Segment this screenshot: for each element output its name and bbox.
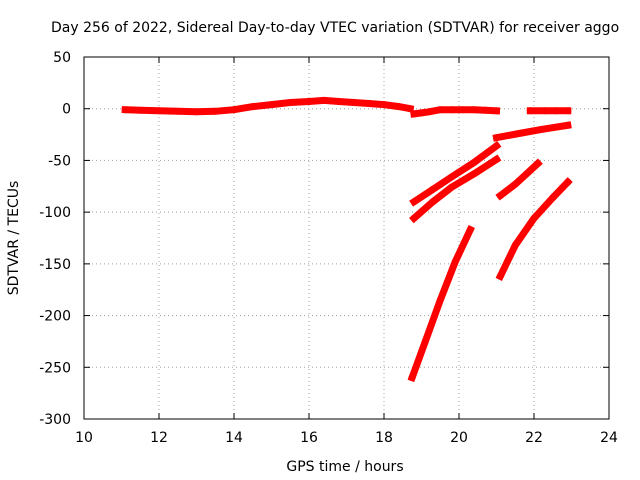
x-tick-label: 12 [150, 430, 168, 446]
data-point [493, 134, 500, 142]
data-point [155, 107, 163, 115]
series-band-19-21 [410, 106, 501, 118]
data-point [174, 107, 182, 115]
x-tick-label: 16 [300, 430, 318, 446]
y-tick-label: -150 [39, 257, 71, 273]
y-tick-label: -200 [39, 309, 71, 325]
data-point [211, 107, 219, 115]
series-line [495, 158, 543, 201]
series-arc-c [407, 225, 475, 383]
y-axis-label: SDTVAR / TECUs [6, 181, 22, 296]
x-tick-label: 24 [600, 430, 618, 446]
y-tick-label: 0 [62, 102, 71, 118]
data-point [350, 99, 358, 106]
y-tick-label: -100 [39, 205, 71, 221]
data-point [541, 107, 549, 115]
data-point [410, 214, 418, 222]
data-point [418, 109, 425, 117]
y-tick-label: -300 [39, 412, 71, 428]
series-arc-a2 [492, 121, 572, 142]
data-point [553, 107, 560, 115]
data-point [335, 98, 343, 105]
data-point [410, 198, 418, 206]
data-point [549, 194, 557, 202]
data-point [523, 170, 530, 178]
data-point [448, 173, 455, 181]
data-point [481, 106, 489, 114]
series-arc-c2 [495, 177, 573, 281]
data-point [470, 170, 478, 178]
data-point [564, 121, 572, 129]
data-point [380, 101, 388, 109]
y-tick-label: -50 [48, 153, 71, 169]
data-series [121, 96, 573, 383]
x-tick-label: 14 [225, 430, 243, 446]
data-point [534, 160, 542, 167]
series-band-22-23 [526, 107, 572, 115]
data-point [268, 101, 275, 109]
series-line [407, 225, 475, 383]
data-point [286, 99, 294, 106]
data-point [429, 198, 437, 206]
data-point [530, 214, 538, 222]
data-point [459, 106, 467, 114]
data-point [436, 296, 444, 304]
data-point [496, 272, 504, 280]
data-point [451, 258, 459, 266]
series-arc-a [409, 141, 502, 207]
series-main-band [121, 96, 415, 116]
plot-frame [83, 56, 610, 420]
chart-title: Day 256 of 2022, Sidereal Day-to-day VTE… [51, 20, 619, 36]
grid-lines [84, 57, 609, 419]
series-arc-b2 [495, 158, 543, 201]
data-point [470, 159, 478, 166]
data-point [305, 98, 313, 105]
data-point [408, 374, 416, 382]
data-point [410, 110, 418, 118]
x-tick-label: 22 [525, 430, 543, 446]
x-tick-label: 18 [375, 430, 393, 446]
series-line [409, 141, 502, 207]
data-point [466, 226, 474, 234]
data-point [249, 103, 257, 111]
data-point [564, 107, 572, 115]
data-point [193, 108, 200, 116]
data-point [448, 106, 455, 114]
series-arc-b [409, 154, 502, 224]
series-line [492, 121, 572, 142]
data-point [493, 155, 500, 163]
data-point [425, 108, 433, 116]
y-tick-label: 50 [53, 50, 71, 66]
axis-ticks: 10 12 14 16 18 20 22 24 -300 -250 -200 -150 -100 -50 0… [39, 50, 618, 446]
data-point [136, 106, 144, 114]
data-point [429, 185, 437, 193]
data-point [511, 180, 519, 188]
series-line [409, 154, 502, 224]
data-point [320, 96, 328, 104]
data-point [493, 107, 500, 115]
data-point [436, 106, 444, 114]
data-point [511, 241, 519, 249]
data-point [395, 103, 403, 111]
y-tick-label: -250 [39, 360, 71, 376]
data-point [365, 100, 373, 107]
data-point [448, 183, 455, 191]
data-point [538, 125, 545, 133]
data-point [230, 106, 238, 114]
data-point [496, 192, 504, 200]
data-point [121, 106, 129, 114]
data-point [406, 105, 414, 113]
x-tick-label: 20 [450, 430, 468, 446]
data-point [515, 130, 523, 137]
data-point [564, 178, 572, 186]
x-tick-label: 10 [75, 430, 93, 446]
x-axis-label: GPS time / hours [286, 459, 403, 475]
data-point [493, 142, 500, 150]
data-point [470, 106, 478, 114]
data-point [421, 337, 429, 345]
data-point [526, 107, 534, 115]
